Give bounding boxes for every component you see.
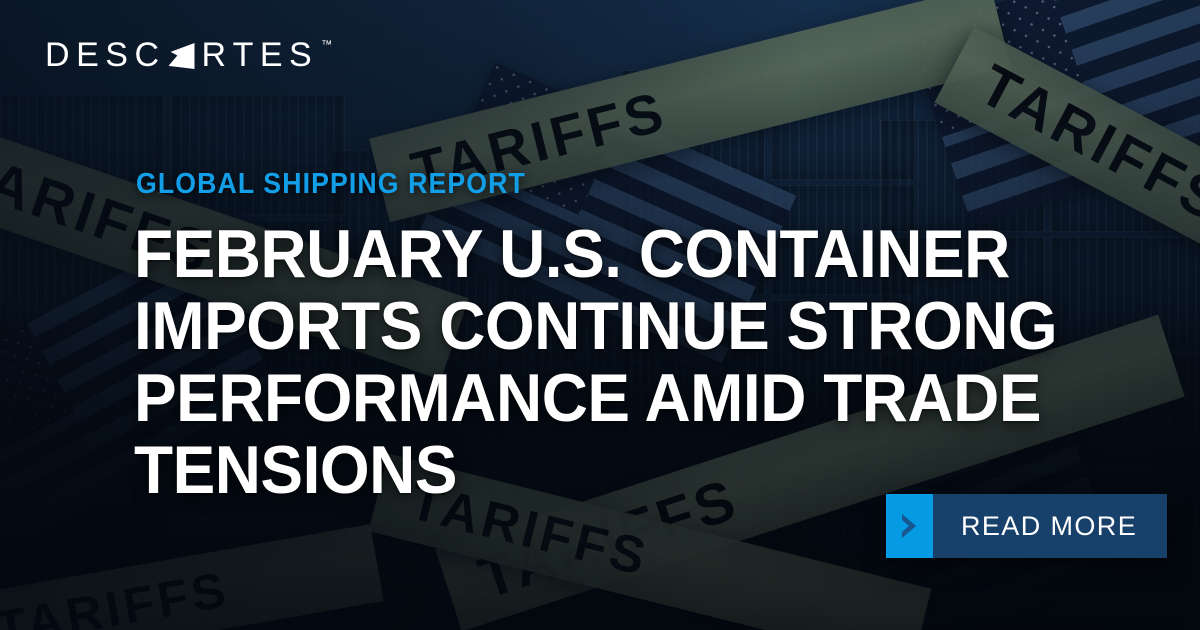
logo-letter: E bbox=[259, 36, 290, 74]
report-category-eyebrow: GLOBAL SHIPPING REPORT bbox=[136, 168, 526, 200]
headline-line: FEBRUARY U.S. CONTAINER bbox=[134, 216, 1010, 292]
descartes-wordmark: D E S C R T E S bbox=[45, 38, 318, 72]
read-more-button[interactable]: READ MORE bbox=[886, 494, 1168, 558]
logo-letter: S bbox=[105, 36, 135, 74]
page-title: FEBRUARY U.S. CONTAINER IMPORTS CONTINUE… bbox=[134, 218, 1134, 506]
descartes-sail-mark-icon bbox=[168, 43, 195, 69]
read-more-label: READ MORE bbox=[933, 494, 1168, 558]
logo-letter: R bbox=[201, 36, 233, 74]
trademark-symbol: ™ bbox=[321, 39, 333, 51]
logo-letter: S bbox=[289, 36, 319, 74]
logo-letter: D bbox=[45, 36, 77, 74]
logo-letter: C bbox=[134, 36, 166, 74]
logo-letter: T bbox=[232, 36, 260, 74]
headline-line: PERFORMANCE AMID TRADE bbox=[134, 360, 1042, 436]
descartes-logo[interactable]: D E S C R T E S ™ bbox=[45, 38, 332, 72]
logo-letter: E bbox=[76, 36, 106, 74]
chevron-right-icon bbox=[886, 494, 933, 558]
headline-line: TENSIONS bbox=[134, 432, 457, 508]
headline-line: IMPORTS CONTINUE STRONG bbox=[134, 288, 1058, 364]
